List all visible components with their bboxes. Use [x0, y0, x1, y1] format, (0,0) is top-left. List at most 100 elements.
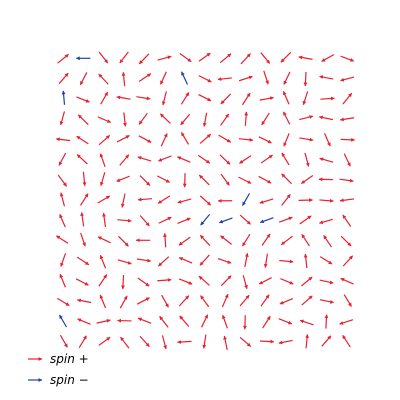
spin-plus-arrow [159, 71, 167, 85]
spin-plus-arrow [304, 152, 310, 167]
spin-plus-arrow [340, 55, 355, 62]
spin-plus-arrow [323, 235, 332, 248]
spin-plus-arrow [299, 319, 314, 326]
spin-plus-arrow [180, 92, 190, 105]
spin-plus-arrow [136, 258, 152, 263]
spin-plus-arrow [280, 51, 292, 63]
spin-plus-arrow [259, 96, 274, 101]
spin-plus-arrow [303, 71, 308, 87]
spin-plus-arrow [238, 75, 253, 82]
spin-plus-arrow [261, 112, 270, 126]
spin-plus-arrow [238, 176, 252, 184]
spin-plus-arrow [158, 256, 170, 267]
spin-plus-arrow [178, 257, 193, 264]
spin-plus-arrow [159, 113, 171, 124]
spin-plus-arrow [56, 235, 69, 244]
spin-plus-arrow [158, 216, 172, 224]
spin-minus-arrow [259, 217, 274, 224]
spin-plus-arrow [157, 55, 172, 61]
spin-plus-arrow [138, 73, 152, 82]
spin-plus-arrow [220, 275, 232, 287]
spin-plus-arrow [199, 254, 210, 266]
spin-plus-arrow [75, 278, 89, 286]
spin-plus-arrow [301, 234, 310, 247]
spin-plus-arrow [241, 92, 251, 106]
spin-plus-arrow [217, 257, 232, 264]
spin-plus-arrow [238, 137, 254, 142]
spin-plus-arrow [342, 334, 351, 348]
spin-plus-arrow [99, 294, 107, 309]
spin-plus-arrow [98, 51, 109, 64]
legend-label-spin-minus: spin − [50, 373, 89, 387]
spin-plus-arrow [319, 256, 333, 265]
spin-plus-arrow [239, 214, 251, 225]
spin-plus-arrow [340, 76, 355, 82]
spin-plus-arrow [339, 319, 354, 325]
spin-plus-arrow [342, 255, 354, 267]
spin-plus-arrow [159, 315, 169, 328]
spin-plus-arrow [198, 94, 212, 102]
spin-plus-arrow [260, 52, 271, 64]
spin-plus-arrow [57, 174, 68, 187]
spin-plus-arrow [279, 297, 294, 305]
spin-plus-arrow [123, 112, 127, 127]
spin-plus-arrow [200, 295, 210, 308]
spin-plus-arrow [279, 259, 294, 264]
spin-plus-arrow [202, 334, 207, 349]
spin-plus-arrow [97, 116, 112, 123]
spin-plus-arrow [119, 154, 130, 166]
spin-plus-arrow [121, 274, 125, 290]
spin-plus-arrow [343, 153, 351, 167]
spin-plus-arrow [278, 318, 293, 325]
spin-plus-arrow [80, 232, 86, 247]
spin-plus-arrow [199, 195, 212, 206]
spin-plus-arrow [138, 112, 148, 125]
spin-plus-arrow [299, 137, 314, 142]
spin-plus-arrow [97, 236, 111, 244]
spin-plus-arrow [80, 212, 85, 227]
spin-plus-arrow [180, 132, 190, 145]
spin-plus-arrow [343, 294, 352, 307]
spin-plus-arrow [259, 198, 274, 204]
spin-plus-arrow [219, 154, 231, 165]
spin-plus-arrow [137, 197, 153, 202]
spin-plus-arrow [340, 235, 352, 247]
spin-plus-arrow [283, 133, 290, 147]
spin-arrows [55, 51, 356, 350]
spin-plus-arrow [60, 253, 67, 267]
spin-plus-arrow [318, 115, 334, 121]
spin-plus-arrow [339, 178, 354, 183]
spin-plus-arrow [198, 52, 211, 62]
spin-plus-arrow [59, 213, 66, 228]
spin-plus-arrow [77, 318, 91, 325]
spin-plus-arrow [136, 96, 151, 101]
spin-plus-arrow [260, 294, 270, 307]
spin-plus-arrow [79, 193, 89, 206]
spin-plus-arrow [342, 92, 353, 105]
spin-plus-arrow [161, 335, 167, 350]
spin-plus-arrow [217, 77, 232, 81]
spin-plus-arrow [82, 171, 87, 187]
spin-plus-arrow [342, 214, 352, 227]
spin-plus-arrow [278, 339, 293, 345]
spin-plus-arrow [260, 154, 273, 164]
spin-plus-arrow [98, 134, 111, 146]
spin-plus-arrow [283, 71, 291, 85]
spin-plus-arrow [339, 198, 355, 203]
spin-plus-arrow [198, 75, 212, 83]
spin-plus-arrow [178, 295, 190, 307]
spin-plus-arrow [339, 117, 355, 122]
spin-plus-arrow [299, 215, 312, 225]
spin-plus-arrow [117, 259, 132, 265]
spin-plus-arrow [241, 233, 251, 247]
spin-plus-arrow [79, 72, 88, 86]
spin-plus-arrow [138, 53, 150, 65]
spin-plus-arrow [303, 253, 308, 269]
spin-plus-arrow [222, 314, 228, 329]
spin-plus-arrow [57, 297, 70, 307]
spin-plus-arrow [220, 93, 232, 105]
spin-plus-arrow [321, 54, 335, 62]
spin-plus-arrow [99, 172, 106, 187]
spin-minus-arrow [241, 193, 251, 206]
